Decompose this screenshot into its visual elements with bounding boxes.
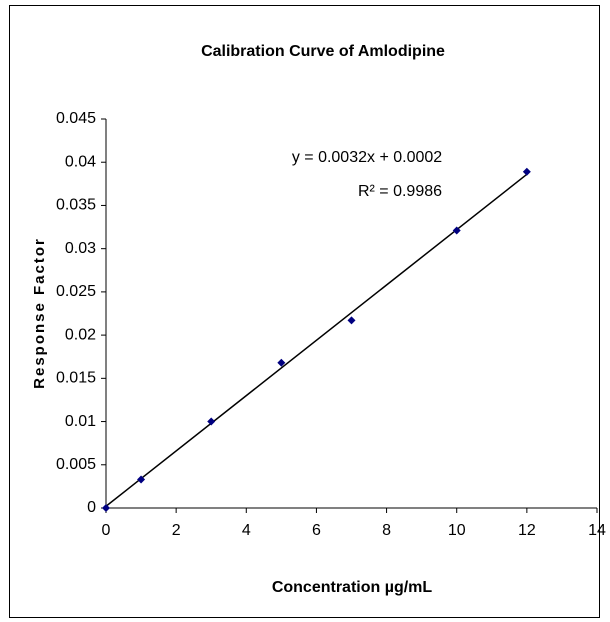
x-tick-label: 2 (172, 522, 181, 539)
x-tick-label: 6 (312, 522, 321, 539)
x-tick-label: 12 (518, 522, 536, 539)
chart-title: Calibration Curve of Amlodipine (201, 43, 445, 60)
chart-border (9, 5, 600, 618)
y-tick-label: 0.025 (56, 283, 96, 300)
x-tick-label: 14 (588, 522, 606, 539)
y-axis-label: Response Factor (31, 237, 48, 389)
y-tick-label: 0.035 (56, 197, 96, 214)
data-point (452, 226, 461, 235)
y-tick-label: 0.01 (65, 413, 96, 430)
data-point (277, 358, 286, 367)
y-tick-label: 0.045 (56, 110, 96, 127)
trendline-r2: R² = 0.9986 (358, 183, 442, 200)
trendline-equation: y = 0.0032x + 0.0002 (292, 149, 442, 166)
x-tick-label: 0 (102, 522, 111, 539)
data-point (522, 167, 531, 176)
data-point (137, 475, 146, 484)
x-tick-label: 10 (448, 522, 466, 539)
y-tick-label: 0.02 (65, 326, 96, 343)
x-axis-label: Concentration µg/mL (272, 579, 433, 596)
x-tick-label: 4 (242, 522, 251, 539)
data-point (102, 504, 110, 512)
data-point (207, 417, 216, 426)
y-tick-label: 0.015 (56, 370, 96, 387)
y-tick-label: 0.005 (56, 456, 96, 473)
x-tick-label: 8 (382, 522, 391, 539)
y-tick-label: 0 (87, 499, 96, 516)
y-tick-label: 0.03 (65, 240, 96, 257)
data-point (347, 316, 356, 325)
y-tick-label: 0.04 (65, 153, 96, 170)
